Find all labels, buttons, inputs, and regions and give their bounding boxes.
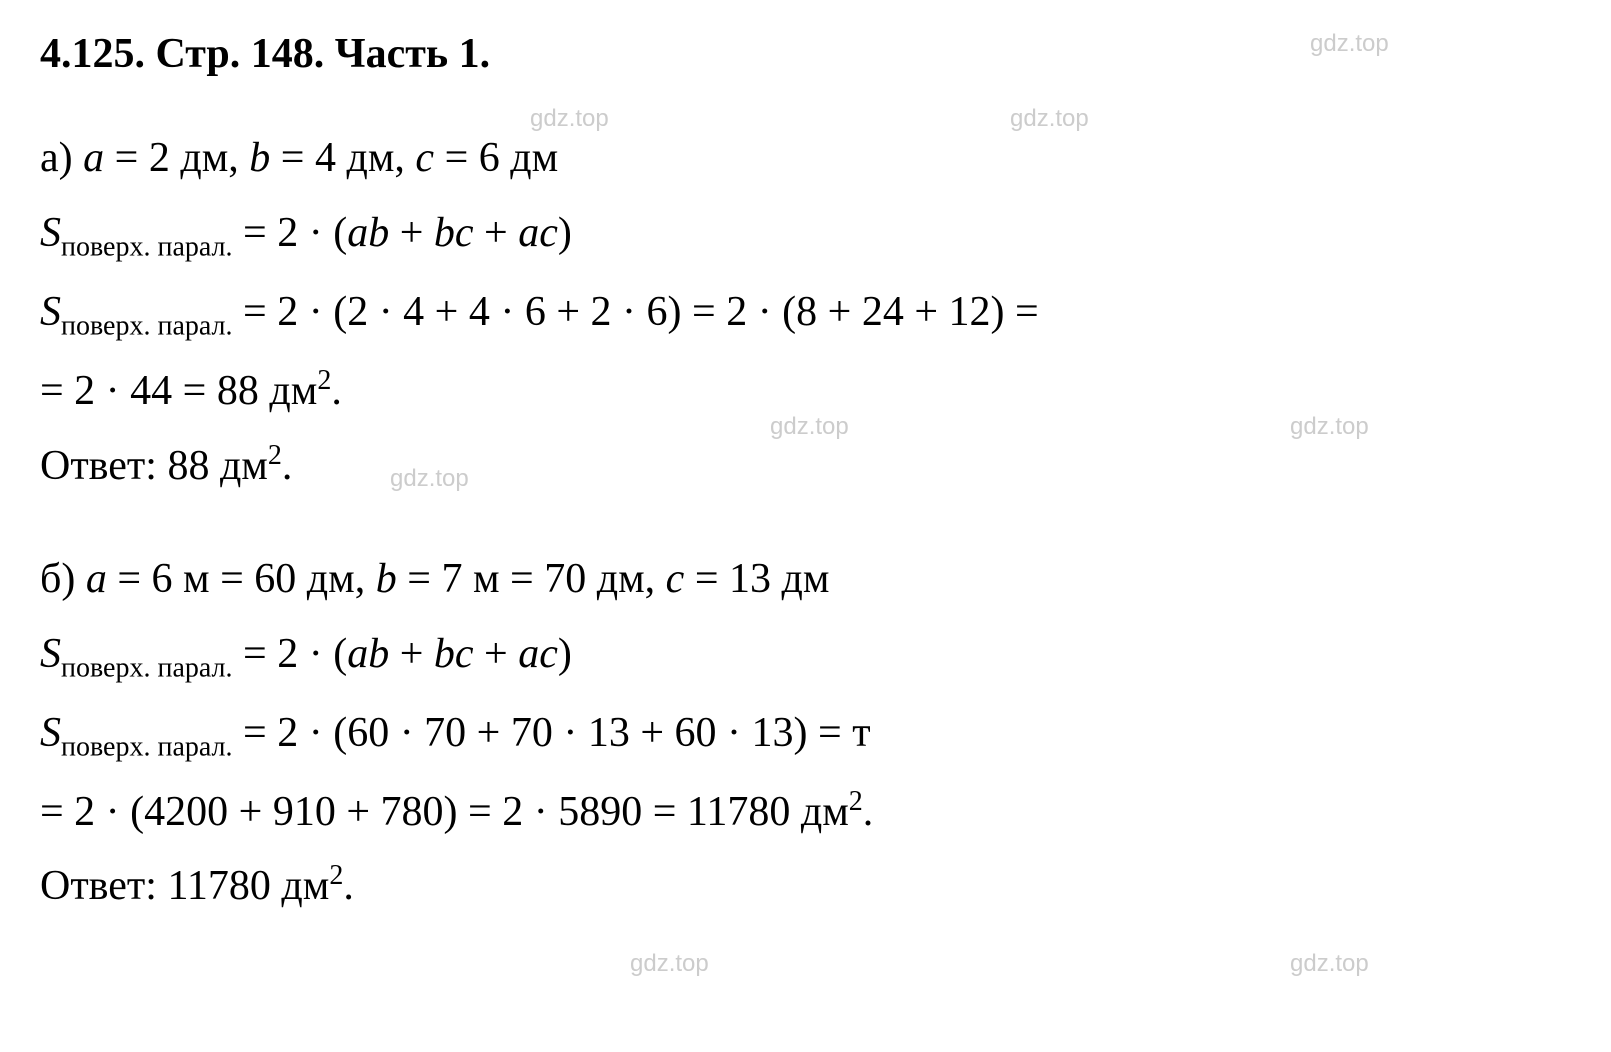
calc1-text-b: = 2 · (60 · 70 + 70 · 13 + 60 · 13) = т	[243, 710, 871, 756]
problem-number: 4.125.	[40, 31, 145, 77]
s-var2: S	[40, 289, 61, 335]
formula-eq-b: = 2 · (	[243, 631, 347, 677]
calc2-text-b: = 2 · (4200 + 910 + 780) = 2 · 5890 = 11…	[40, 789, 849, 835]
a-val-b: = 6 м = 60 дм,	[107, 556, 376, 602]
section-a-given: а) a = 2 дм, b = 4 дм, c = 6 дм	[40, 128, 1571, 189]
s-var-b: S	[40, 631, 61, 677]
a-val: = 2 дм,	[104, 135, 249, 181]
c-var-b: c	[666, 556, 685, 602]
s-var-b2: S	[40, 710, 61, 756]
calc2-exp: 2	[317, 365, 331, 396]
a-var-b: a	[86, 556, 107, 602]
b-var-b: b	[376, 556, 397, 602]
calc2-end-b: .	[863, 789, 874, 835]
answer-exp-a: 2	[268, 440, 282, 471]
section-b-answer: Ответ: 11780 дм2.	[40, 856, 1571, 917]
section-b-label: б)	[40, 556, 75, 602]
s-sub-b2: поверх. парал.	[61, 731, 233, 762]
c-var: c	[415, 135, 434, 181]
answer-value-a: 88 дм	[167, 443, 267, 489]
s-var: S	[40, 210, 61, 256]
ac-var: ac	[518, 210, 558, 256]
section-a-label: а)	[40, 135, 73, 181]
plus1-b: +	[389, 631, 434, 677]
section-b-calc1: Sповерх. парал. = 2 · (60 · 70 + 70 · 13…	[40, 703, 1571, 768]
section-a-formula: Sповерх. парал. = 2 · (ab + bc + ac)	[40, 203, 1571, 268]
answer-label-a: Ответ:	[40, 443, 157, 489]
answer-value-b: 11780 дм	[167, 863, 329, 909]
b-var: b	[249, 135, 270, 181]
calc2-text: = 2 · 44 = 88 дм	[40, 368, 317, 414]
page-number: Стр. 148.	[156, 31, 325, 77]
bc-var: bc	[434, 210, 474, 256]
ab-var: ab	[347, 210, 389, 256]
s-sub2: поверх. парал.	[61, 310, 233, 341]
answer-exp-b: 2	[329, 860, 343, 891]
a-var: a	[83, 135, 104, 181]
section-b-given: б) a = 6 м = 60 дм, b = 7 м = 70 дм, c =…	[40, 549, 1571, 610]
c-val: = 6 дм	[434, 135, 558, 181]
section-a-answer: Ответ: 88 дм2.	[40, 436, 1571, 497]
section-b-calc2: = 2 · (4200 + 910 + 780) = 2 · 5890 = 11…	[40, 782, 1571, 843]
b-val: = 4 дм,	[270, 135, 415, 181]
calc2-exp-b: 2	[849, 786, 863, 817]
s-sub-b: поверх. парал.	[61, 652, 233, 683]
bc-var-b: bc	[434, 631, 474, 677]
close-paren: )	[558, 210, 572, 256]
c-val-b: = 13 дм	[684, 556, 829, 602]
problem-header: 4.125. Стр. 148. Часть 1.	[40, 30, 1571, 78]
watermark: gdz.top	[1290, 950, 1369, 978]
part-number: Часть 1.	[335, 31, 490, 77]
ab-var-b: ab	[347, 631, 389, 677]
section-a-calc2: = 2 · 44 = 88 дм2.	[40, 361, 1571, 422]
calc2-end: .	[331, 368, 342, 414]
section-a-calc1: Sповерх. парал. = 2 · (2 · 4 + 4 · 6 + 2…	[40, 282, 1571, 347]
plus1: +	[389, 210, 434, 256]
formula-eq: = 2 · (	[243, 210, 347, 256]
answer-end-b: .	[343, 863, 354, 909]
watermark: gdz.top	[630, 950, 709, 978]
plus2-b: +	[474, 631, 519, 677]
answer-end-a: .	[282, 443, 293, 489]
s-sub: поверх. парал.	[61, 231, 233, 262]
answer-label-b: Ответ:	[40, 863, 157, 909]
section-b-formula: Sповерх. парал. = 2 · (ab + bc + ac)	[40, 624, 1571, 689]
close-paren-b: )	[558, 631, 572, 677]
b-val-b: = 7 м = 70 дм,	[397, 556, 666, 602]
ac-var-b: ac	[518, 631, 558, 677]
plus2: +	[474, 210, 519, 256]
calc1-text: = 2 · (2 · 4 + 4 · 6 + 2 · 6) = 2 · (8 +…	[243, 289, 1039, 335]
